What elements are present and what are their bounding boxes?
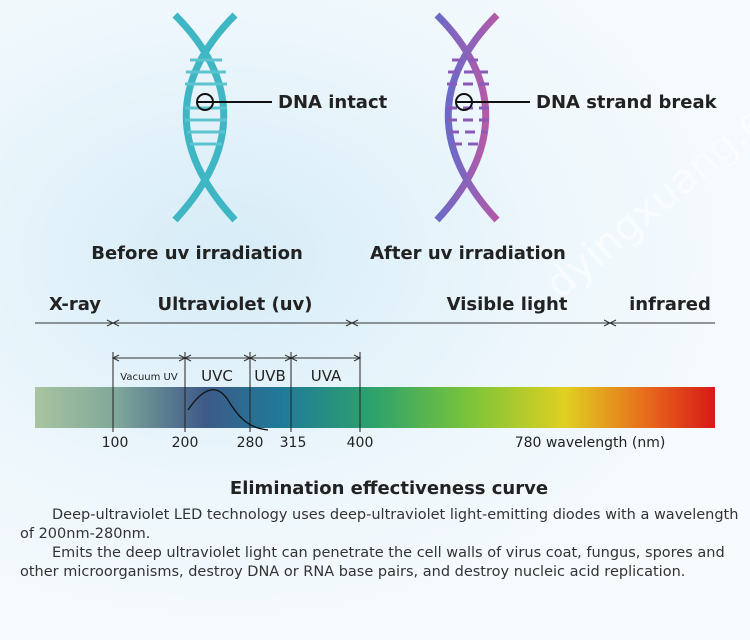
body-text: Deep-ultraviolet LED technology uses dee… xyxy=(20,506,740,582)
tick-label: 780 wavelength (nm) xyxy=(515,435,666,451)
band-label: Ultraviolet (uv) xyxy=(158,294,313,315)
uv-band-label: UVB xyxy=(254,367,286,385)
tick-label: 200 xyxy=(172,435,199,451)
paragraph: Emits the deep ultraviolet light can pen… xyxy=(20,545,725,580)
uv-band-label: UVC xyxy=(201,367,233,385)
dna-intact-label: DNA intact xyxy=(278,92,388,113)
tick-label: 315 xyxy=(280,435,307,451)
band-label: Visible light xyxy=(447,294,568,315)
band-label: X-ray xyxy=(49,294,101,315)
tick-label: 400 xyxy=(347,435,374,451)
tick-label: 280 xyxy=(237,435,264,451)
effectiveness-curve xyxy=(187,389,269,431)
after-caption: After uv irradiation xyxy=(370,243,566,264)
curve-title: Elimination effectiveness curve xyxy=(230,478,548,499)
band-label: infrared xyxy=(629,294,711,315)
tick-label: 100 xyxy=(102,435,129,451)
dna-break-icon xyxy=(434,12,500,223)
before-caption: Before uv irradiation xyxy=(91,243,303,264)
uv-band-label: UVA xyxy=(311,367,342,385)
uv-band-label: Vacuum UV xyxy=(120,372,178,383)
band-arrows xyxy=(35,319,715,362)
paragraph: Deep-ultraviolet LED technology uses dee… xyxy=(20,507,739,542)
watermark: dyingxuang.en.alibaba.com xyxy=(537,0,750,308)
divider-lines xyxy=(112,352,361,432)
spectrum-bar xyxy=(35,387,715,428)
dna-intact-icon xyxy=(172,12,238,223)
dna-break-label: DNA strand break xyxy=(536,92,718,113)
